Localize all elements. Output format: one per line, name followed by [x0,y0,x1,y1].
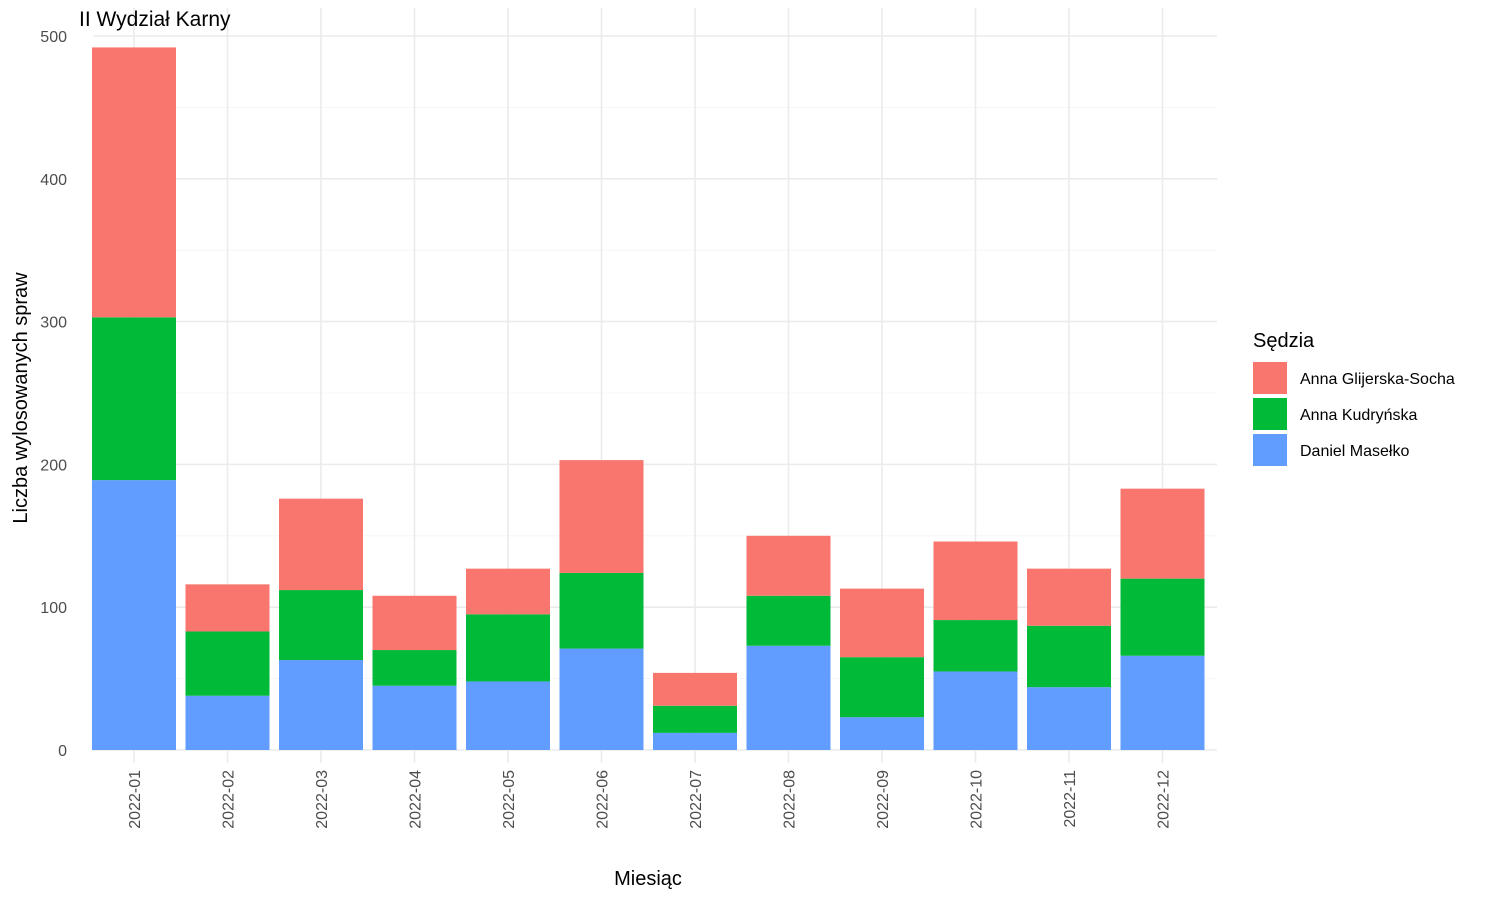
y-axis-title: Liczba wylosowanych spraw [10,272,32,524]
x-tick-label: 2022-01 [127,770,144,829]
bar-segment [559,648,644,750]
y-tick-label: 500 [40,29,67,46]
bar-segment [840,657,924,718]
legend-title: Sędzia [1253,330,1315,352]
x-tick-label: 2022-08 [782,770,799,829]
bar-segment [653,672,737,706]
chart-title: II Wydział Karny [79,8,231,31]
legend-label: Anna Kudryńska [1300,407,1418,424]
bar-segment [279,590,363,661]
bar-segment [92,480,176,750]
bar-segment [933,541,1018,621]
bar-segment [279,660,363,750]
x-tick-label: 2022-04 [408,770,425,829]
bar-segment [1120,655,1205,750]
bar-segment [1027,625,1111,688]
bar-segment [746,645,831,750]
bar-segment [840,588,924,658]
bars [92,47,1205,750]
bar-segment [1120,488,1205,579]
x-axis-ticks: 2022-01 2022-02 2022-03 2022-04 2022-05 2022-… [127,770,1173,829]
bar-segment [372,650,457,686]
legend-swatch [1253,362,1287,394]
legend-label: Daniel Masełko [1300,443,1409,460]
x-tick-label: 2022-09 [875,770,892,829]
bar-segment [92,317,176,481]
y-tick-label: 200 [40,457,67,474]
bar-segment [559,572,644,649]
bar-segment [466,614,550,682]
x-axis-title: Miesiąc [614,868,682,890]
bar-segment [372,595,457,651]
bar-segment [1027,687,1111,750]
x-tick-label: 2022-02 [221,770,238,829]
bar-segment [933,671,1018,750]
legend: Sędzia Anna Glijerska-Socha Anna Kudryńsk… [1253,330,1455,466]
x-tick-label: 2022-07 [688,770,705,829]
bar-segment [653,705,737,733]
x-tick-label: 2022-05 [501,770,518,829]
y-tick-label: 300 [40,315,67,332]
y-tick-label: 400 [40,172,67,189]
bar-segment [1120,578,1205,656]
bar-segment [185,631,270,696]
bar-segment [559,460,644,573]
bar-segment [185,695,270,750]
y-tick-label: 0 [58,743,67,760]
bar-segment [746,535,831,596]
legend-label: Anna Glijerska-Socha [1300,371,1455,388]
bar-segment [372,685,457,750]
x-tick-label: 2022-12 [1156,770,1173,829]
x-tick-label: 2022-10 [969,770,986,829]
legend-items: Anna Glijerska-Socha Anna Kudryńska Daniel… [1253,362,1455,466]
bar-segment [279,498,363,591]
bar-segment [933,620,1018,672]
bar-segment [466,568,550,615]
bar-segment [840,717,924,750]
legend-swatch [1253,434,1287,466]
bar-segment [1027,568,1111,626]
bar-segment [466,681,550,750]
bar-segment [653,732,737,750]
legend-swatch [1253,398,1287,430]
x-tick-label: 2022-03 [314,770,331,829]
bar-segment [92,47,176,318]
x-tick-label: 2022-11 [1062,770,1079,828]
y-tick-label: 100 [40,600,67,617]
x-tick-label: 2022-06 [595,770,612,829]
y-axis-ticks: 0 100 200 300 400 500 [40,29,67,760]
bar-segment [746,595,831,646]
bar-segment [185,584,270,632]
